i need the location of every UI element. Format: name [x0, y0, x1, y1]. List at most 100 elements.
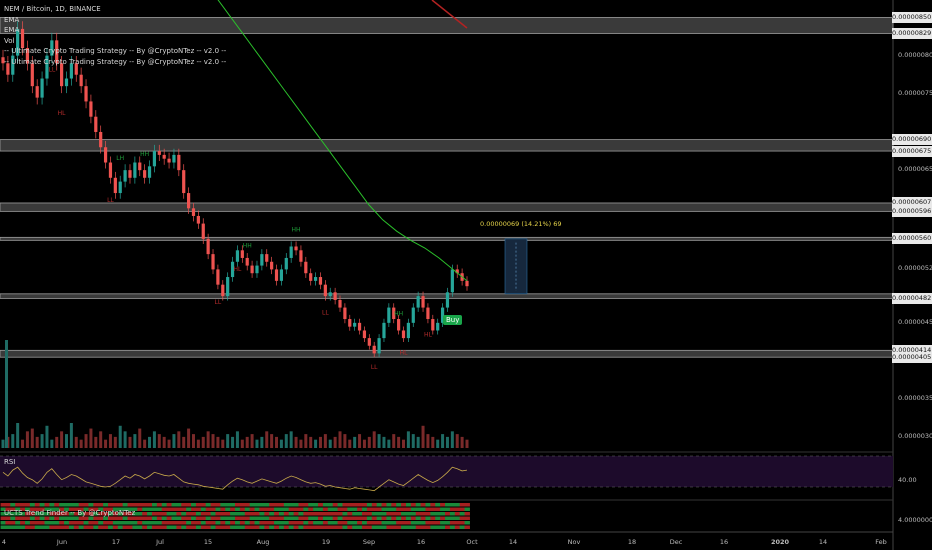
- trend-cell-60-4: [293, 521, 299, 525]
- trend-cell-36-2: [176, 512, 182, 516]
- trend-cell-47-4: [230, 521, 236, 525]
- trend-cell-53-0: [259, 503, 265, 507]
- trend-cell-40-1: [195, 507, 202, 511]
- trend-cell-65-4: [318, 521, 324, 525]
- candle-body-3: [16, 28, 20, 56]
- trend-cell-18-5: [88, 525, 94, 529]
- volume-bar-42: [206, 431, 210, 448]
- date-tick-label: 14: [818, 538, 828, 546]
- trend-cell-89-5: [435, 525, 441, 529]
- trend-cell-71-2: [347, 512, 353, 516]
- trend-cell-92-2: [449, 512, 456, 516]
- trend-cell-45-4: [220, 521, 226, 525]
- trend-cell-32-0: [156, 503, 163, 507]
- trend-cell-0-3: [0, 516, 6, 520]
- volume-bar-19: [94, 436, 98, 448]
- trend-cell-30-3: [147, 516, 153, 520]
- candle-body-40: [196, 215, 200, 224]
- volume-bar-52: [255, 439, 259, 448]
- candle-body-7: [35, 86, 39, 98]
- volume-bar-43: [211, 434, 215, 448]
- date-tick-label: Sep: [362, 538, 376, 546]
- trend-cell-52-4: [254, 521, 260, 525]
- candle-body-41: [201, 223, 205, 239]
- trend-cell-88-1: [430, 507, 436, 511]
- trend-cell-22-2: [108, 512, 114, 516]
- trend-cell-42-1: [205, 507, 212, 511]
- volume-bar-95: [465, 439, 469, 448]
- trend-cell-15-0: [73, 503, 80, 507]
- candle-body-14: [69, 63, 73, 79]
- trend-cell-66-3: [322, 516, 329, 520]
- trend-cell-59-5: [288, 525, 295, 529]
- trend-cell-36-0: [176, 503, 182, 507]
- trend-cell-52-0: [254, 503, 260, 507]
- trend-cell-8-3: [39, 516, 46, 520]
- trend-cell-86-0: [420, 503, 426, 507]
- trend-cell-11-3: [54, 516, 60, 520]
- volume-bar-33: [162, 436, 166, 448]
- trend-cell-71-1: [347, 507, 353, 511]
- trend-cell-90-4: [440, 521, 446, 525]
- volume-bar-49: [240, 439, 244, 448]
- candle-body-44: [216, 269, 220, 285]
- trend-cell-14-5: [68, 525, 75, 529]
- trend-cell-60-5: [293, 525, 299, 529]
- trend-cell-20-2: [98, 512, 104, 516]
- trend-cell-49-3: [239, 516, 246, 520]
- trend-cell-13-1: [64, 507, 70, 511]
- volume-bar-2: [11, 434, 15, 448]
- trend-cell-32-2: [156, 512, 163, 516]
- trend-cell-11-4: [54, 521, 60, 525]
- trend-cell-74-5: [361, 525, 368, 529]
- candle-body-84: [411, 307, 415, 323]
- trend-cell-33-2: [161, 512, 168, 516]
- trend-cell-77-2: [376, 512, 383, 516]
- trend-cell-38-2: [186, 512, 192, 516]
- trend-cell-84-3: [410, 516, 417, 520]
- trend-cell-94-3: [459, 516, 466, 520]
- volume-bar-14: [69, 423, 73, 448]
- volume-bar-64: [314, 439, 318, 448]
- trend-cell-80-5: [391, 525, 397, 529]
- trend-cell-10-5: [49, 525, 55, 529]
- trend-cell-19-2: [93, 512, 99, 516]
- candle-body-27: [133, 162, 137, 178]
- candle-body-81: [397, 319, 401, 331]
- trend-cell-92-5: [449, 525, 456, 529]
- candle-body-29: [143, 170, 147, 178]
- trend-cell-42-4: [205, 521, 212, 525]
- volume-bar-91: [445, 436, 449, 448]
- trend-cell-42-2: [205, 512, 212, 516]
- trend-cell-83-1: [405, 507, 412, 511]
- candle-body-18: [89, 101, 93, 117]
- trend-cell-17-0: [83, 503, 89, 507]
- trend-cell-58-3: [283, 516, 290, 520]
- trend-cell-38-4: [186, 521, 192, 525]
- volume-bar-88: [431, 436, 435, 448]
- trend-cell-71-5: [347, 525, 353, 529]
- candle-body-11: [55, 40, 59, 64]
- trend-cell-21-2: [103, 512, 109, 516]
- trend-cell-33-1: [161, 507, 168, 511]
- volume-bar-37: [182, 436, 186, 448]
- trend-cell-12-5: [59, 525, 65, 529]
- rsi-line: [2, 466, 468, 492]
- trend-cell-74-0: [361, 503, 368, 507]
- trend-cell-46-1: [225, 507, 231, 511]
- trend-cell-58-1: [283, 507, 290, 511]
- candle-body-37: [182, 170, 186, 194]
- trend-cell-89-3: [435, 516, 441, 520]
- trend-cell-39-5: [191, 525, 197, 529]
- candle-body-36: [177, 154, 181, 171]
- volume-bar-25: [123, 431, 127, 448]
- trend-cell-1-1: [5, 507, 11, 511]
- sr-zone-5: [0, 349, 894, 358]
- volume-bar-3: [16, 423, 20, 448]
- volume-bar-85: [416, 436, 420, 448]
- trend-cell-32-5: [156, 525, 163, 529]
- trend-cell-46-5: [225, 525, 231, 529]
- trend-cell-26-5: [127, 525, 133, 529]
